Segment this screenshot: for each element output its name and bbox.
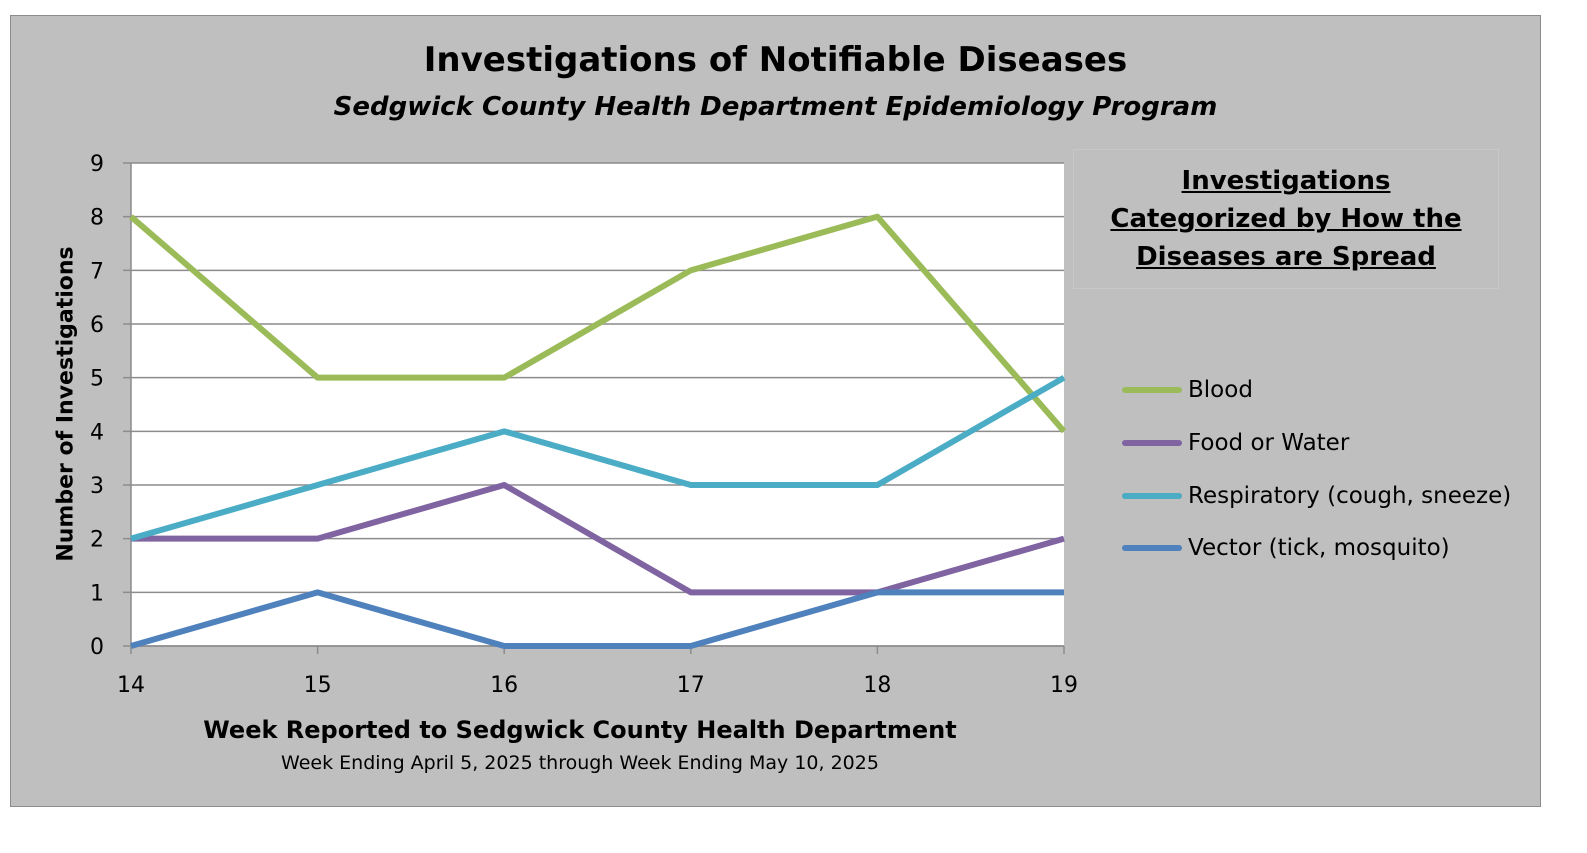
legend-item-blood: Blood <box>1122 376 1253 404</box>
series-lines <box>129 213 1067 649</box>
y-tick-label: 2 <box>90 528 104 553</box>
y-tick-label: 3 <box>90 474 104 499</box>
x-tick-label: 16 <box>490 673 518 698</box>
legend-label: Vector (tick, mosquito) <box>1188 535 1450 561</box>
x-axis-sublabel: Week Ending April 5, 2025 through Week E… <box>281 752 879 774</box>
y-tick-label: 7 <box>90 259 104 284</box>
series-line-3 <box>130 375 1066 542</box>
legend-title: Investigations Categorized by How the Di… <box>1110 166 1462 272</box>
legend-swatch <box>1122 387 1182 393</box>
y-tick-label: 5 <box>90 367 104 392</box>
series-line-4 <box>130 589 1064 649</box>
x-axis-label: Week Reported to Sedgwick County Health … <box>203 716 957 744</box>
legend-label: Respiratory (cough, sneeze) <box>1188 483 1512 509</box>
axes: 0 1 2 3 4 5 6 7 8 9 14 15 16 17 18 19 <box>90 152 1078 698</box>
series-line-2 <box>131 482 1065 596</box>
series-line-1 <box>129 213 1067 434</box>
chart-title: Investigations of Notifiable Diseases <box>423 40 1128 80</box>
legend-item-respiratory: Respiratory (cough, sneeze) <box>1122 482 1511 510</box>
x-tick-label: 18 <box>863 673 891 698</box>
x-tick-label: 15 <box>304 673 332 698</box>
legend-swatch <box>1122 545 1182 551</box>
legend-swatch <box>1122 440 1182 446</box>
legend-label: Food or Water <box>1188 430 1350 456</box>
y-tick-label: 0 <box>90 635 104 660</box>
legend-item-vector: Vector (tick, mosquito) <box>1122 534 1450 562</box>
x-tick-label: 19 <box>1050 673 1078 698</box>
legend-swatch <box>1122 493 1182 499</box>
plot-area <box>131 163 1064 646</box>
chart-subtitle: Sedgwick County Health Department Epidem… <box>333 92 1218 122</box>
x-tick-label: 14 <box>117 673 145 698</box>
x-tick-label: 17 <box>677 673 705 698</box>
y-tick-label: 9 <box>90 152 104 177</box>
legend-label: Blood <box>1188 377 1253 403</box>
legend-title-box: Investigations Categorized by How the Di… <box>1073 149 1499 289</box>
y-tick-label: 6 <box>90 313 104 338</box>
y-tick-label: 4 <box>90 420 104 445</box>
y-tick-label: 8 <box>90 206 104 231</box>
legend-item-food-or-water: Food or Water <box>1122 429 1349 457</box>
y-tick-label: 1 <box>90 581 104 606</box>
